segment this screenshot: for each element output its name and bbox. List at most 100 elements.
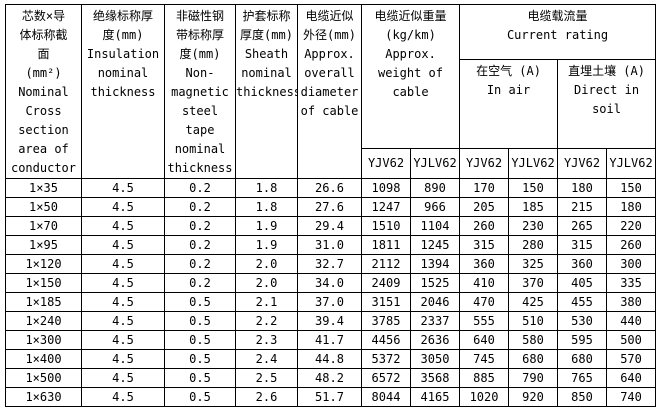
header-row-cable-types: YJV62 YJLV62 YJV62 YJLV62 YJV62 YJLV62 <box>6 147 657 180</box>
cell-value: 205 <box>459 197 510 217</box>
cell-value: 4.5 <box>81 197 165 217</box>
cell-value: 0.2 <box>164 216 236 236</box>
cell-value: 4456 <box>361 330 411 350</box>
cell-value: 0.2 <box>164 197 236 217</box>
table-row: 1×300 4.5 0.5 2.3 41.7 4456 2636 640 580 595 500 <box>5 330 657 350</box>
col-header-direct-in-soil: 直埋土壤 (A) Direct in soil <box>557 58 657 149</box>
cell-value: 4165 <box>409 387 461 407</box>
cell-value: 1811 <box>361 235 411 255</box>
cell-value: 34.0 <box>297 273 362 293</box>
cell-value: 4.5 <box>81 254 165 274</box>
cell-value: 2046 <box>409 292 461 312</box>
cell-value: 2.0 <box>235 273 298 293</box>
cell-value: 150 <box>508 178 559 198</box>
cell-value: 41.7 <box>297 330 362 350</box>
cell-value: 850 <box>557 387 608 407</box>
col-header-in-air: 在空气 (A) In air <box>459 58 559 149</box>
cell-value: 1.9 <box>235 216 298 236</box>
cell-value: 8044 <box>361 387 411 407</box>
cell-value: 500 <box>606 330 657 350</box>
cable-spec-table: 芯数×导 体标称截 面 (mm²) Nominal Cross section … <box>5 4 657 407</box>
cell-value: 2409 <box>361 273 411 293</box>
cell-conductor-size: 1×300 <box>5 330 82 350</box>
cell-value: 1247 <box>361 197 411 217</box>
cell-value: 4.5 <box>81 273 165 293</box>
cell-value: 360 <box>459 254 510 274</box>
col-header-sheath-thickness: 护套标称 厚度(mm) Sheath nominal thickness <box>235 4 298 179</box>
cell-value: 1.9 <box>235 235 298 255</box>
cell-value: 170 <box>459 178 510 198</box>
cell-value: 0.5 <box>164 387 236 407</box>
cell-value: 29.4 <box>297 216 362 236</box>
cell-value: 640 <box>459 330 510 350</box>
table-row: 1×120 4.5 0.2 2.0 32.7 2112 1394 360 325 360 300 <box>5 254 657 274</box>
col-header-type-air-yjv62: YJV62 <box>459 147 510 180</box>
cell-value: 300 <box>606 254 657 274</box>
header-row-groups: 芯数×导 体标称截 面 (mm²) Nominal Cross section … <box>5 4 657 179</box>
cell-value: 580 <box>508 330 559 350</box>
cell-value: 890 <box>409 178 461 198</box>
cell-value: 150 <box>606 178 657 198</box>
cell-value: 0.5 <box>164 330 236 350</box>
cell-conductor-size: 1×500 <box>5 368 82 388</box>
cell-value: 39.4 <box>297 311 362 331</box>
cell-value: 0.2 <box>164 254 236 274</box>
cell-value: 1.8 <box>235 197 298 217</box>
cell-value: 885 <box>459 368 510 388</box>
col-header-insulation-thickness: 绝缘标称厚 度(mm) Insulation nominal thickness <box>81 4 165 179</box>
cell-value: 4.5 <box>81 311 165 331</box>
table-row: 1×70 4.5 0.2 1.9 29.4 1510 1104 260 230 265 220 <box>5 216 657 236</box>
cell-value: 180 <box>557 178 608 198</box>
col-header-conductor-area: 芯数×导 体标称截 面 (mm²) Nominal Cross section … <box>5 4 82 179</box>
cell-value: 1525 <box>409 273 461 293</box>
col-header-cable-weight: 电缆近似重量 (kg/km) Approx. weight of cable <box>360 4 461 149</box>
cell-value: 27.6 <box>297 197 362 217</box>
cell-value: 425 <box>508 292 559 312</box>
cell-value: 2.5 <box>235 368 298 388</box>
col-header-type-air-yjlv62: YJLV62 <box>508 147 559 180</box>
table-row: 1×150 4.5 0.2 2.0 34.0 2409 1525 410 370 405 335 <box>5 273 657 293</box>
table-row: 1×630 4.5 0.5 2.6 51.7 8044 4165 1020 920 850 740 <box>5 387 657 407</box>
cell-value: 2.2 <box>235 311 298 331</box>
cell-value: 440 <box>606 311 657 331</box>
header-row-environments: 在空气 (A) In air 直埋土壤 (A) Direct in soil <box>6 58 657 149</box>
table-row: 1×35 4.5 0.2 1.8 26.6 1098 890 170 150 180 150 <box>5 178 657 198</box>
table-row: 1×240 4.5 0.5 2.2 39.4 3785 2337 555 510 530 440 <box>5 311 657 331</box>
cell-value: 6572 <box>361 368 411 388</box>
cell-value: 0.5 <box>164 311 236 331</box>
cell-value: 3050 <box>409 349 461 369</box>
cell-value: 4.5 <box>81 216 165 236</box>
cell-value: 2.4 <box>235 349 298 369</box>
cell-value: 260 <box>606 235 657 255</box>
cell-conductor-size: 1×150 <box>5 273 82 293</box>
table-header: 芯数×导 体标称截 面 (mm²) Nominal Cross section … <box>5 4 657 180</box>
cell-value: 680 <box>557 349 608 369</box>
cell-value: 44.8 <box>297 349 362 369</box>
cell-value: 260 <box>459 216 510 236</box>
col-header-type-weight-yjlv62: YJLV62 <box>409 147 461 180</box>
table-row: 1×50 4.5 0.2 1.8 27.6 1247 966 205 185 215 180 <box>5 197 657 217</box>
cell-value: 0.2 <box>164 178 236 198</box>
cell-value: 315 <box>557 235 608 255</box>
cell-value: 1020 <box>459 387 510 407</box>
cell-value: 640 <box>606 368 657 388</box>
col-header-type-weight-yjv62: YJV62 <box>361 147 411 180</box>
cell-value: 410 <box>459 273 510 293</box>
cell-value: 0.5 <box>164 349 236 369</box>
cell-value: 470 <box>459 292 510 312</box>
cell-value: 2.6 <box>235 387 298 407</box>
cell-value: 4.5 <box>81 178 165 198</box>
cell-conductor-size: 1×35 <box>5 178 82 198</box>
cell-value: 2.0 <box>235 254 298 274</box>
table-row: 1×500 4.5 0.5 2.5 48.2 6572 3568 885 790 765 640 <box>5 368 657 388</box>
cell-value: 455 <box>557 292 608 312</box>
col-header-steel-tape-thickness: 非磁性钢 带标称厚 度(mm) Non- magnetic steel tape… <box>164 4 236 179</box>
cell-value: 0.5 <box>164 292 236 312</box>
cell-value: 32.7 <box>297 254 362 274</box>
cell-value: 2.1 <box>235 292 298 312</box>
cell-conductor-size: 1×95 <box>5 235 82 255</box>
cell-conductor-size: 1×70 <box>5 216 82 236</box>
col-header-type-soil-yjlv62: YJLV62 <box>606 147 657 180</box>
cell-value: 0.2 <box>164 235 236 255</box>
cell-value: 280 <box>508 235 559 255</box>
